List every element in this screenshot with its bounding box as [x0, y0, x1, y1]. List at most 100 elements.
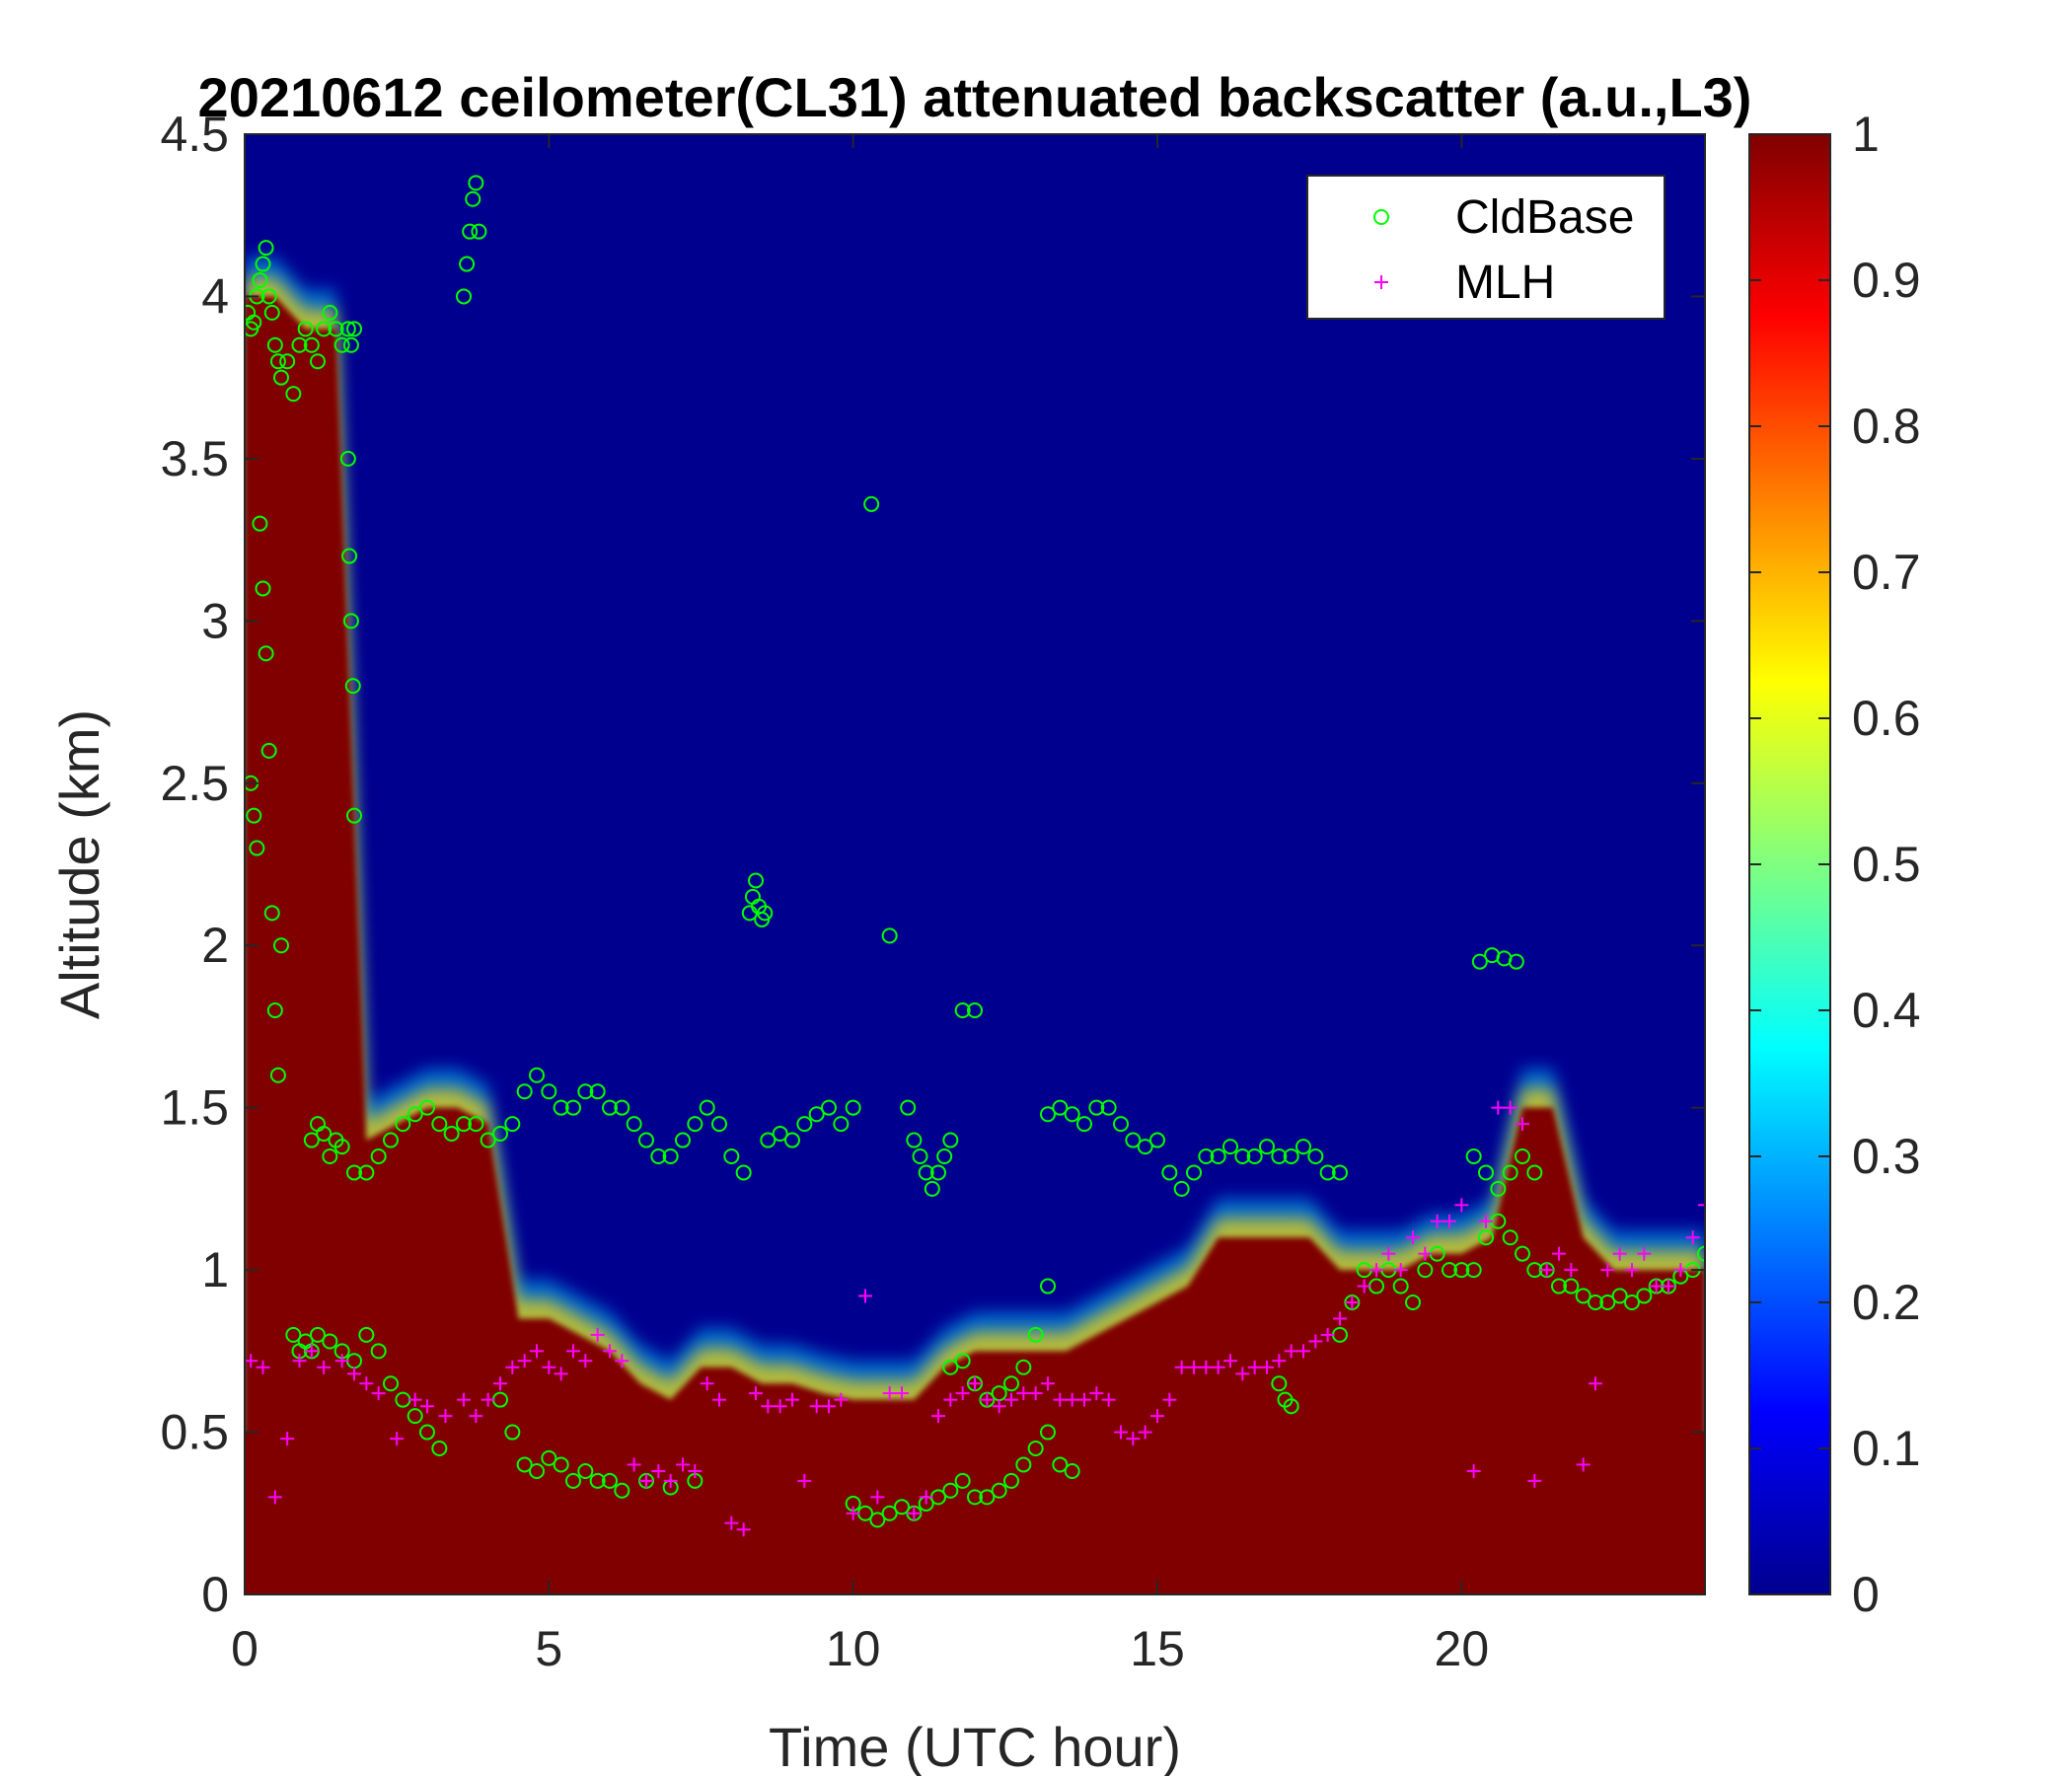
mlh-point [1406, 1230, 1420, 1245]
mlh-point [1698, 1198, 1705, 1213]
cldbase-point [1636, 1288, 1653, 1304]
cldbase-point [1575, 1288, 1591, 1304]
cldbase-point [246, 807, 262, 824]
cldbase-point [614, 1482, 630, 1499]
mlh-point [1539, 1263, 1554, 1278]
cldbase-point [358, 1326, 375, 1343]
cldbase-point [407, 1408, 423, 1425]
mlh-point [1381, 1246, 1396, 1261]
cldbase-point [1697, 1245, 1705, 1262]
cldbase-point [468, 1116, 484, 1133]
cldbase-point [942, 1132, 959, 1148]
cldbase-point [383, 1132, 399, 1148]
cldbase-point [1551, 1278, 1567, 1295]
cldbase-point [1283, 1398, 1299, 1415]
cldbase-point [468, 175, 484, 191]
mlh-point [639, 1473, 653, 1488]
cldbase-point [269, 353, 286, 370]
cldbase-point [954, 1472, 971, 1489]
mlh-point [1077, 1392, 1091, 1407]
mlh-point [736, 1522, 751, 1537]
mlh-point [980, 1392, 995, 1407]
cldbase-point [1198, 1148, 1215, 1164]
cldbase-point [504, 1116, 521, 1133]
mlh-point [870, 1490, 885, 1505]
mlh-point [407, 1392, 422, 1407]
colorbar-tick-label: 0.5 [1852, 837, 1921, 892]
cldbase-point [954, 1353, 971, 1369]
colorbar-tick-label: 0.9 [1852, 253, 1921, 308]
cldbase-point [577, 1083, 594, 1100]
cldbase-point [310, 1326, 326, 1343]
cldbase-point [255, 256, 271, 272]
cldbase-point [342, 613, 359, 629]
mlh-point [1174, 1360, 1189, 1374]
cldbase-point [370, 1343, 387, 1360]
mlh-point [1491, 1100, 1506, 1115]
cldbase-point [1392, 1278, 1409, 1295]
cldbase-point [431, 1116, 448, 1133]
mlh-point [1089, 1386, 1104, 1401]
cldbase-point [258, 240, 274, 257]
cldbase-point [869, 1512, 886, 1528]
cldbase-point [322, 304, 338, 321]
cldbase-point [711, 1116, 727, 1133]
cldbase-point [246, 314, 262, 331]
cldbase-point [954, 1002, 971, 1018]
cldbase-point [1064, 1463, 1080, 1480]
cldbase-point [456, 288, 472, 305]
cldbase-point [266, 1002, 283, 1018]
mlh-point [688, 1464, 703, 1479]
cldbase-point [1611, 1288, 1628, 1304]
cldbase-point [1478, 1164, 1494, 1181]
mlh-point [882, 1386, 897, 1401]
cldbase-point [772, 1125, 788, 1142]
legend-marker-cldbase [1373, 209, 1389, 225]
mlh-point [1393, 1263, 1408, 1278]
cldbase-point [1100, 1099, 1117, 1116]
mlh-point [1662, 1279, 1675, 1294]
cldbase-point [930, 1164, 946, 1181]
mlh-point [578, 1354, 593, 1369]
cldbase-point [459, 256, 476, 272]
mlh-point [1320, 1327, 1335, 1342]
cldbase-point [894, 1499, 910, 1516]
mlh-point [390, 1432, 405, 1446]
mlh-point [1260, 1360, 1274, 1374]
cldbase-point [1149, 1132, 1165, 1148]
x-axis: 0 5 10 15 20 [231, 134, 1489, 1676]
mlh-point [1199, 1360, 1214, 1374]
mlh-point [1612, 1246, 1627, 1261]
cldbase-point [1015, 1359, 1032, 1375]
cldbase-point [1405, 1295, 1421, 1310]
cldbase-point [1234, 1148, 1251, 1164]
cldbase-point [344, 678, 361, 695]
cldbase-point [1259, 1139, 1275, 1155]
cldbase-point [285, 386, 302, 403]
mlh-point [1576, 1457, 1591, 1472]
cldbase-point [395, 1116, 411, 1133]
cldbase-point [419, 1099, 435, 1116]
mlh-point [931, 1409, 945, 1424]
cldbase-point [419, 1424, 435, 1441]
mlh-point [493, 1376, 507, 1391]
cldbase-point [1161, 1164, 1178, 1181]
cldbase-point [1137, 1139, 1153, 1155]
cldbase-point [273, 369, 289, 386]
cldbase-point [924, 1180, 940, 1197]
mlh-point [809, 1399, 824, 1414]
mlh-point [292, 1354, 307, 1369]
colorbar-tick-label: 0.1 [1852, 1421, 1921, 1476]
cldbase-point [263, 304, 280, 321]
mlh-point [256, 1360, 270, 1374]
cldbase-point [504, 1424, 521, 1441]
cldbase-point [553, 1099, 569, 1116]
mlh-point [1685, 1230, 1700, 1245]
cldbase-point [252, 272, 268, 288]
legend-box [1306, 175, 1665, 320]
cldbase-point [918, 1164, 934, 1181]
cldbase-point [1508, 953, 1524, 970]
mlh-point [676, 1457, 690, 1472]
mlh-point [457, 1392, 471, 1407]
mlh-point [590, 1327, 605, 1342]
